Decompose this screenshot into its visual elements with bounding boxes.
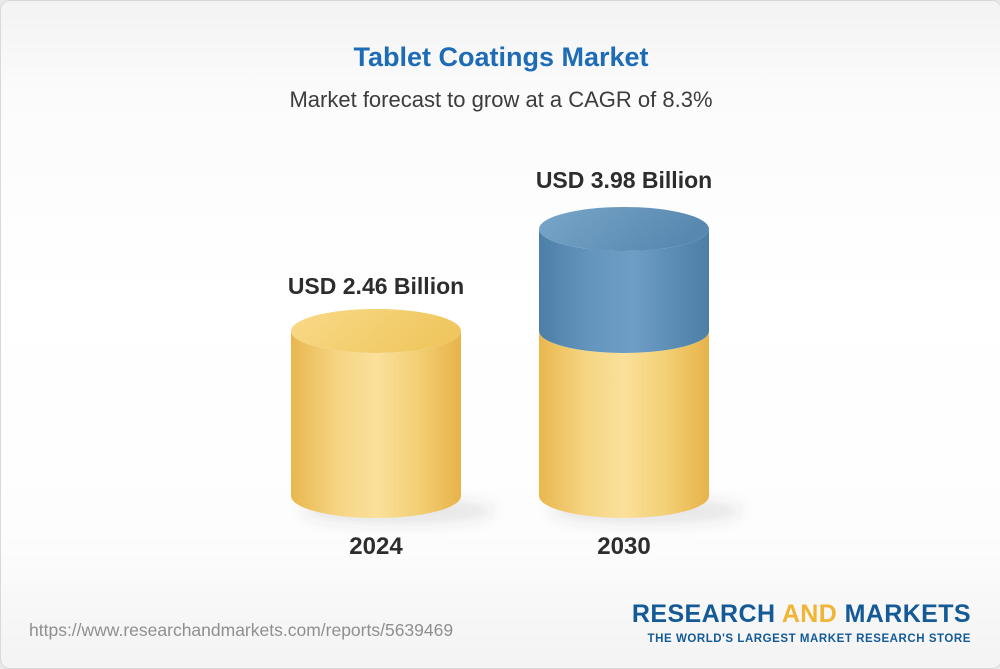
- page-subtitle: Market forecast to grow at a CAGR of 8.3…: [289, 87, 713, 112]
- cylinder-segment-base-2024: [291, 330, 461, 518]
- logo-word-research: RESEARCH: [631, 600, 776, 628]
- page-title: Tablet Coatings Market: [353, 42, 649, 72]
- cylinder-segment-base-2030: [539, 330, 709, 518]
- cylinder-segment-growth-2030: [539, 229, 709, 353]
- value-label-2030: USD 3.98 Billion: [535, 167, 713, 193]
- logo-wordmark: RESEARCH AND MARKETS: [632, 600, 971, 629]
- value-label-2024: USD 2.46 Billion: [287, 273, 465, 299]
- logo-word-and: AND: [781, 600, 838, 628]
- cylinder-top-2030: [539, 207, 709, 251]
- cylinder-top-2024: [291, 308, 461, 353]
- logo-tagline: THE WORLD'S LARGEST MARKET RESEARCH STOR…: [647, 633, 971, 645]
- logo-word-markets: MARKETS: [844, 600, 971, 628]
- x-axis-label-2024: 2024: [349, 533, 403, 560]
- x-axis-label-2030: 2030: [597, 533, 651, 560]
- research-and-markets-logo: RESEARCH AND MARKETS THE WORLD'S LARGEST…: [632, 600, 971, 645]
- report-url: https://www.researchandmarkets.com/repor…: [29, 620, 454, 640]
